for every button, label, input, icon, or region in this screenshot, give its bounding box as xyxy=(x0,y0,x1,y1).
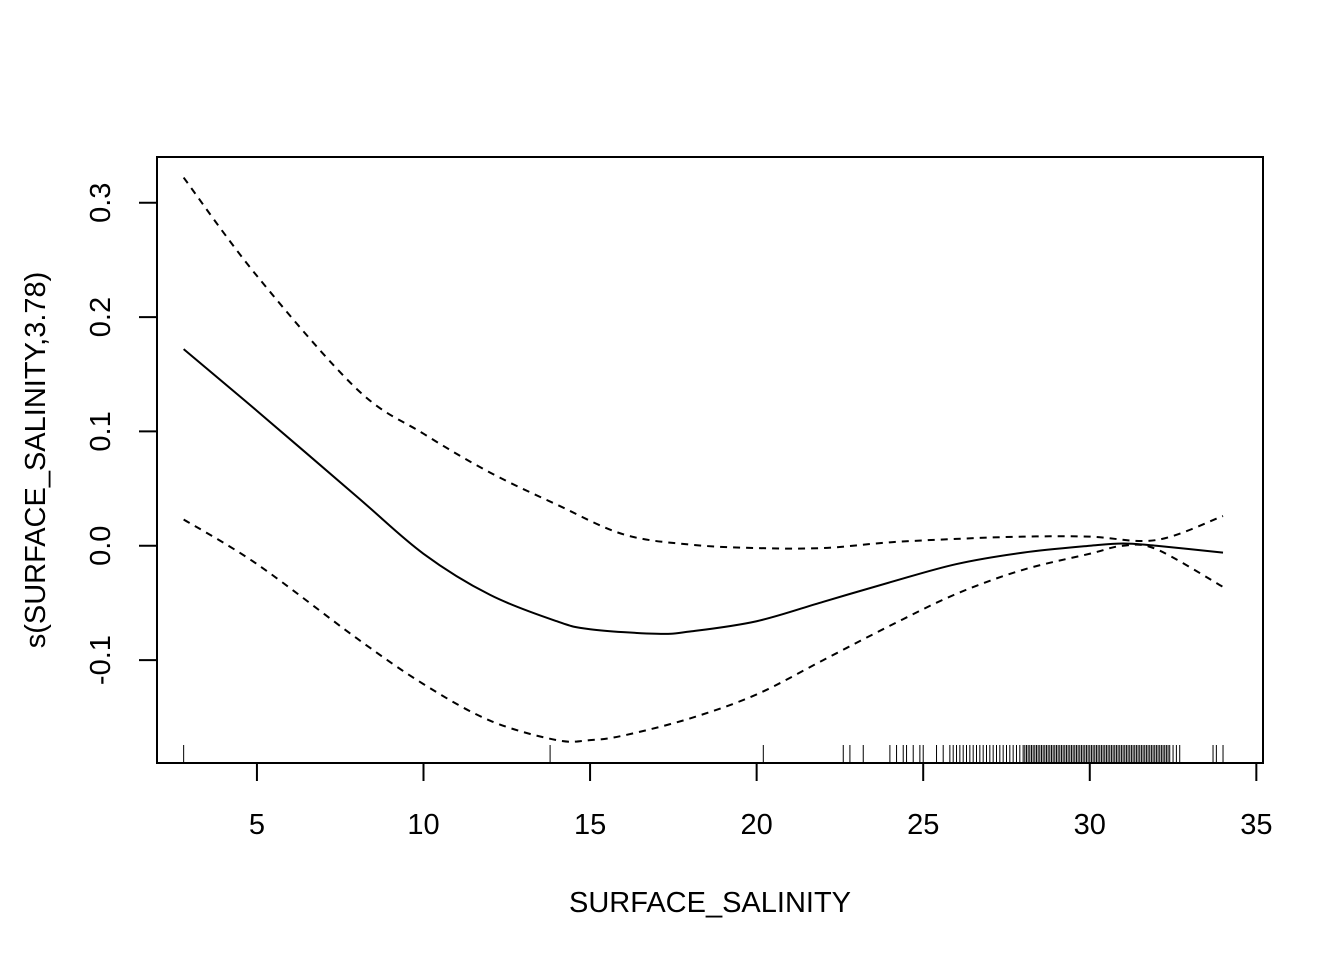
y-tick-label: -0.1 xyxy=(85,635,117,685)
x-axis: 5 10 15 20 25 30 35 xyxy=(249,762,1272,841)
series-layer xyxy=(182,176,1224,743)
y-axis: -0.1 0.0 0.1 0.2 0.3 xyxy=(85,183,158,685)
y-axis-title: s(SURFACE_SALINITY,3.78) xyxy=(20,272,52,649)
y-tick-label: 0.0 xyxy=(85,526,117,566)
x-tick-label: 20 xyxy=(741,809,773,841)
x-axis-title: SURFACE_SALINITY xyxy=(569,887,851,919)
plot-frame xyxy=(156,156,1264,764)
x-tick-label: 35 xyxy=(1240,809,1272,841)
upper-ci-line xyxy=(182,176,1224,550)
x-tick-label: 15 xyxy=(574,809,606,841)
x-tick-label: 25 xyxy=(907,809,939,841)
x-tick-label: 30 xyxy=(1074,809,1106,841)
rug-layer xyxy=(183,745,1224,763)
x-tick-label: 10 xyxy=(407,809,439,841)
y-tick-label: 0.2 xyxy=(85,297,117,337)
x-tick-label: 5 xyxy=(249,809,265,841)
lower-ci-line xyxy=(183,518,1224,743)
y-tick-label: 0.3 xyxy=(85,183,117,223)
y-tick-label: 0.1 xyxy=(85,411,117,451)
fit-line xyxy=(183,348,1224,635)
